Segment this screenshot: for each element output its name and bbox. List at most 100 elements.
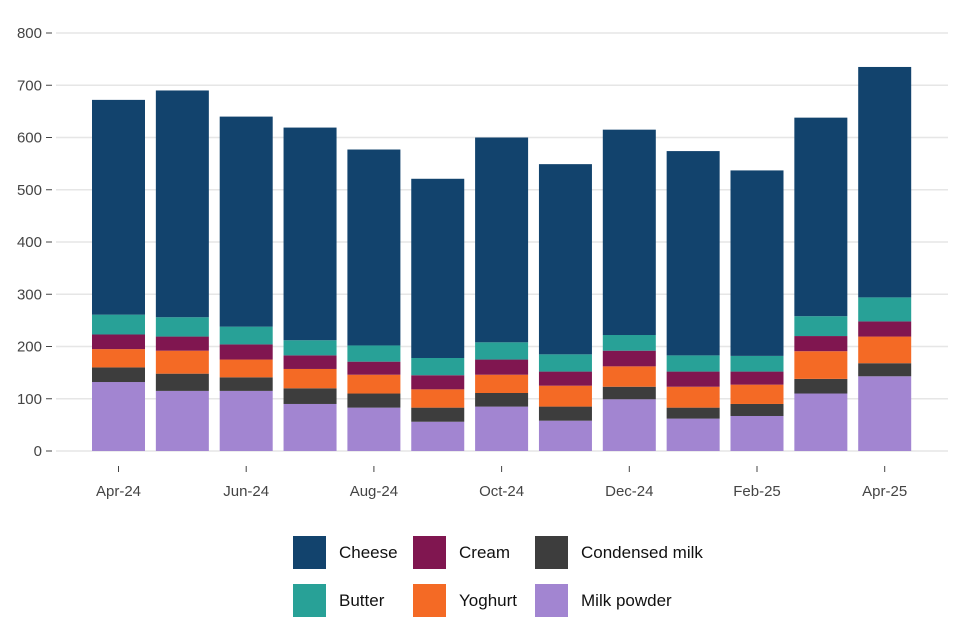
bar-segment-butter — [602, 335, 656, 351]
bar-segment-cream — [219, 344, 273, 360]
legend-item-milk-powder: Milk powder — [535, 584, 672, 617]
bar-segment-cream — [475, 359, 529, 375]
bar-segment-cheese — [858, 66, 912, 298]
bar-segment-butter — [794, 316, 848, 337]
bar-segment-cheese — [730, 170, 784, 356]
bar-segment-cream — [538, 371, 592, 386]
bar-segment-condensed-milk — [538, 406, 592, 421]
bar-segment-milk-powder — [794, 393, 848, 451]
x-tick-label: Apr-24 — [96, 483, 141, 500]
bar-segment-butter — [858, 297, 912, 322]
bar-segment-milk-powder — [92, 382, 145, 451]
bar-segment-milk-powder — [411, 421, 465, 451]
bar-segment-milk-powder — [602, 399, 656, 451]
bar-segment-condensed-milk — [219, 377, 273, 391]
bar-segment-cream — [858, 321, 912, 337]
bar-segment-cream — [283, 355, 337, 369]
legend-swatch — [293, 584, 326, 617]
bar-segment-cheese — [347, 149, 401, 346]
bar-segment-yoghurt — [347, 374, 401, 394]
bar-segment-milk-powder — [538, 420, 592, 451]
bar-segment-yoghurt — [666, 386, 720, 408]
bar-segment-butter — [666, 355, 720, 372]
bar-segment-yoghurt — [92, 349, 145, 368]
legend-label: Butter — [339, 591, 385, 610]
bar-segment-butter — [155, 317, 209, 337]
bar-segment-yoghurt — [538, 385, 592, 407]
bar-segment-condensed-milk — [666, 407, 720, 419]
y-tick-label: 100 — [17, 391, 42, 408]
x-tick-label: Dec-24 — [605, 483, 653, 500]
y-tick-label: 700 — [17, 77, 42, 94]
bar-segment-butter — [730, 355, 784, 372]
legend-item-butter: Butter — [293, 584, 385, 617]
bar-segment-yoghurt — [155, 350, 209, 374]
x-tick-label: Apr-25 — [862, 483, 907, 500]
bar-segment-condensed-milk — [92, 367, 145, 383]
bar-segment-condensed-milk — [475, 393, 529, 407]
bar-segment-yoghurt — [730, 384, 784, 404]
bar-segment-cheese — [155, 90, 209, 318]
bar-segment-yoghurt — [794, 351, 848, 379]
bar-segment-cheese — [283, 127, 337, 341]
y-tick-label: 600 — [17, 130, 42, 147]
bar-segment-condensed-milk — [794, 378, 848, 394]
y-tick-label: 200 — [17, 339, 42, 356]
bar-segment-butter — [92, 314, 145, 335]
bar-segment-milk-powder — [283, 403, 337, 451]
bar-segment-milk-powder — [730, 415, 784, 451]
legend-item-yoghurt: Yoghurt — [413, 584, 517, 617]
bar-segment-cheese — [538, 164, 592, 355]
legend-item-cream: Cream — [413, 536, 510, 569]
legend-swatch — [413, 536, 446, 569]
bar-segment-condensed-milk — [858, 363, 912, 377]
bar-segment-condensed-milk — [155, 373, 209, 391]
bar-segment-condensed-milk — [730, 403, 784, 416]
legend-swatch — [293, 536, 326, 569]
x-tick-label: Jun-24 — [223, 483, 269, 500]
bar-segment-butter — [538, 354, 592, 372]
x-tick-label: Feb-25 — [733, 483, 781, 500]
y-axis: 0 100 200 300 400 500 600 700 800 — [17, 25, 52, 460]
bar-segment-cream — [602, 350, 656, 367]
legend-label: Cheese — [339, 543, 398, 562]
y-tick-label: 300 — [17, 286, 42, 303]
bar-segment-cheese — [602, 129, 656, 336]
legend-label: Milk powder — [581, 591, 672, 610]
legend-item-cheese: Cheese — [293, 536, 398, 569]
bar-segment-cream — [666, 371, 720, 387]
legend-label: Cream — [459, 543, 510, 562]
bar-segment-butter — [219, 326, 273, 345]
bar-segment-yoghurt — [283, 368, 337, 389]
bar-segment-yoghurt — [475, 374, 529, 394]
bar-segment-cream — [794, 336, 848, 352]
bar-segment-milk-powder — [347, 407, 401, 451]
y-tick-label: 800 — [17, 25, 42, 42]
bar-segment-cheese — [92, 99, 145, 315]
bar-segment-cheese — [411, 178, 465, 358]
y-tick-label: 400 — [17, 234, 42, 251]
bar-segment-cheese — [666, 151, 720, 356]
x-tick-label: Oct-24 — [479, 483, 524, 500]
bar-segment-condensed-milk — [411, 407, 465, 422]
bar-segment-butter — [411, 357, 465, 376]
legend-swatch — [535, 536, 568, 569]
legend-label: Yoghurt — [459, 591, 517, 610]
bar-segment-yoghurt — [411, 389, 465, 408]
bar-segment-milk-powder — [155, 390, 209, 451]
y-tick-label: 500 — [17, 182, 42, 199]
bar-segment-condensed-milk — [283, 388, 337, 404]
bar-segment-yoghurt — [858, 336, 912, 364]
bar-segment-cream — [92, 334, 145, 350]
bar-segment-cheese — [219, 116, 273, 327]
bar-segment-butter — [283, 340, 337, 356]
bar-segment-yoghurt — [602, 366, 656, 387]
bar-segment-butter — [475, 342, 529, 360]
bar-segment-cream — [347, 361, 401, 375]
bar-segment-cream — [155, 336, 209, 351]
legend: Cheese Cream Condensed milk Butter Yoghurt Mi… — [293, 536, 703, 617]
bar-segment-cheese — [475, 137, 529, 343]
bar-segment-cheese — [794, 117, 848, 317]
bar-segment-cream — [411, 375, 465, 390]
